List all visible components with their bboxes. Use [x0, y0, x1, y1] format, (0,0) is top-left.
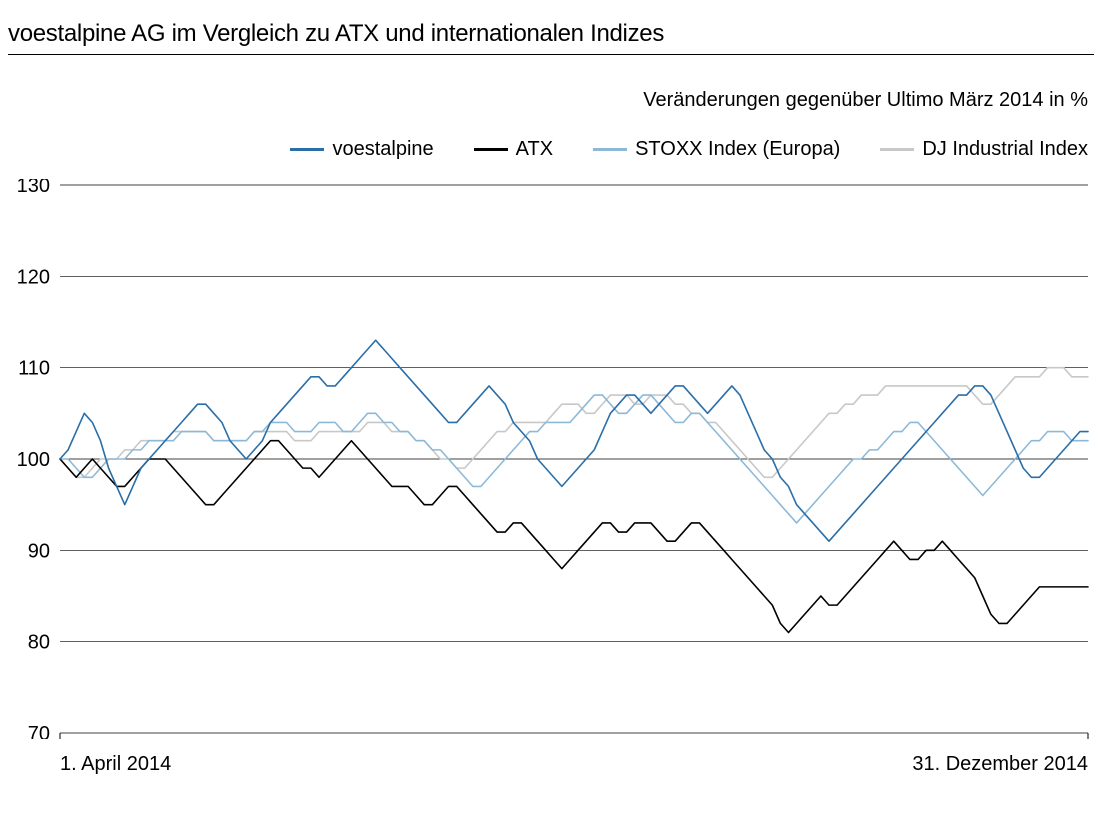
legend-label-atx: ATX	[516, 138, 553, 161]
svg-text:120: 120	[17, 266, 50, 288]
x-axis-end-label: 31. Dezember 2014	[912, 753, 1088, 776]
title-underline	[8, 54, 1094, 55]
legend-item-dj: DJ Industrial Index	[880, 138, 1088, 161]
x-axis-labels: 1. April 2014 31. Dezember 2014	[60, 753, 1088, 776]
chart-plot-area: 70 80 90 100 110 120 130	[8, 179, 1094, 739]
chart-legend: voestalpine ATX STOXX Index (Europa) DJ …	[8, 138, 1088, 161]
x-axis-start-label: 1. April 2014	[60, 753, 171, 776]
chart-title: voestalpine AG im Vergleich zu ATX und i…	[8, 20, 1094, 48]
legend-item-stoxx: STOXX Index (Europa)	[593, 138, 840, 161]
legend-item-atx: ATX	[474, 138, 553, 161]
chart-subtitle: Veränderungen gegenüber Ultimo März 2014…	[8, 89, 1088, 112]
svg-text:80: 80	[28, 632, 50, 654]
svg-text:110: 110	[18, 358, 50, 380]
svg-text:90: 90	[28, 540, 50, 562]
legend-label-voestalpine: voestalpine	[332, 138, 433, 161]
legend-swatch-voestalpine	[290, 148, 324, 151]
chart-svg: 70 80 90 100 110 120 130	[8, 179, 1094, 739]
legend-swatch-dj	[880, 148, 914, 151]
chart-figure: voestalpine AG im Vergleich zu ATX und i…	[0, 0, 1102, 823]
svg-text:130: 130	[17, 179, 50, 197]
legend-label-stoxx: STOXX Index (Europa)	[635, 138, 840, 161]
legend-item-voestalpine: voestalpine	[290, 138, 433, 161]
legend-swatch-stoxx	[593, 148, 627, 151]
svg-text:70: 70	[28, 723, 50, 739]
svg-text:100: 100	[17, 449, 50, 471]
legend-swatch-atx	[474, 148, 508, 151]
legend-label-dj: DJ Industrial Index	[922, 138, 1088, 161]
